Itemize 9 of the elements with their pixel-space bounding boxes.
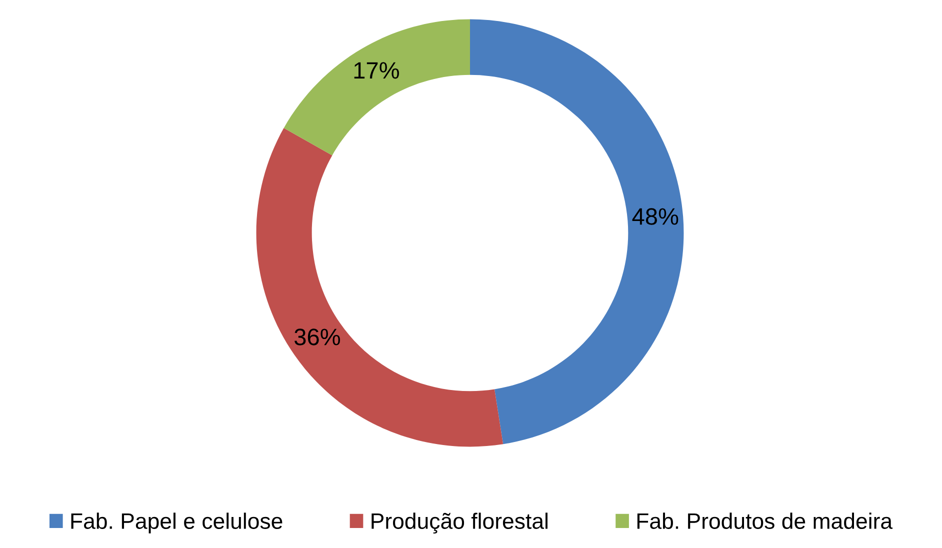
data-label: 48%	[632, 208, 678, 225]
legend-label: Fab. Produtos de madeira	[637, 512, 893, 529]
donut-slice	[256, 128, 504, 447]
data-label: 17%	[354, 62, 399, 79]
donut-slice	[284, 19, 470, 156]
legend-label: Fab. Papel e celulose	[71, 512, 282, 534]
data-label: 36%	[294, 328, 340, 346]
donut-slice	[470, 19, 684, 444]
legend-label: Produção florestal	[372, 512, 548, 534]
